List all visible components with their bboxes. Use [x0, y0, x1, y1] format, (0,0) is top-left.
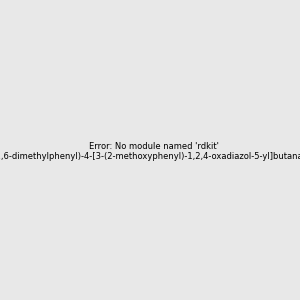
Text: Error: No module named 'rdkit'
N-(2,6-dimethylphenyl)-4-[3-(2-methoxyphenyl)-1,2: Error: No module named 'rdkit' N-(2,6-di…: [0, 142, 300, 161]
